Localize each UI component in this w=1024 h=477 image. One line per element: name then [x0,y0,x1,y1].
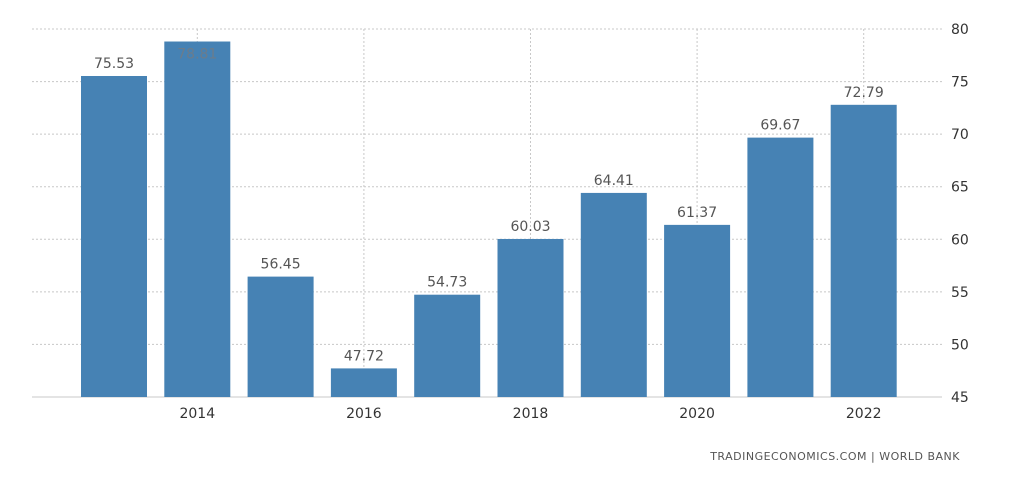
data-label: 61.37 [677,205,717,221]
y-tick-label: 45 [951,390,969,406]
x-axis-ticks: 2014 2016 2018 2020 2022 [179,406,881,422]
data-label: 69.67 [760,118,800,134]
bar [830,104,897,398]
x-tick-label: 2014 [179,406,215,422]
bar [580,192,647,397]
y-tick-label: 65 [951,180,969,196]
x-tick-label: 2016 [346,406,382,422]
data-label: 75.53 [94,56,134,72]
bar [164,41,231,398]
y-tick-label: 75 [951,75,969,91]
bar [247,276,314,397]
data-label: 47.72 [344,348,384,364]
data-label: 72.79 [844,85,884,101]
y-tick-label: 50 [951,337,969,353]
bars [81,41,897,398]
y-tick-label: 60 [951,232,969,248]
data-labels: 75.53 78.81 56.45 47.72 54.73 60.03 64.41 61.37… [94,47,884,365]
x-tick-label: 2020 [679,406,715,422]
y-axis-ticks: 45 50 55 60 65 70 75 80 [951,22,969,406]
data-label: 56.45 [261,257,301,273]
y-tick-label: 70 [951,127,969,143]
bar [664,224,731,397]
x-tick-label: 2018 [513,406,549,422]
data-label: 60.03 [510,219,550,235]
y-tick-label: 80 [951,22,969,38]
bar [747,137,814,398]
bar [81,75,147,398]
data-label: 78.81 [177,47,217,63]
data-label: 64.41 [594,173,634,189]
bar [414,294,481,397]
bar [497,238,564,397]
source-credit: TRADINGECONOMICS.COM | WORLD BANK [710,450,960,463]
x-tick-label: 2022 [846,406,882,422]
data-label: 54.73 [427,275,467,291]
y-tick-label: 55 [951,285,969,301]
bar [330,368,397,397]
